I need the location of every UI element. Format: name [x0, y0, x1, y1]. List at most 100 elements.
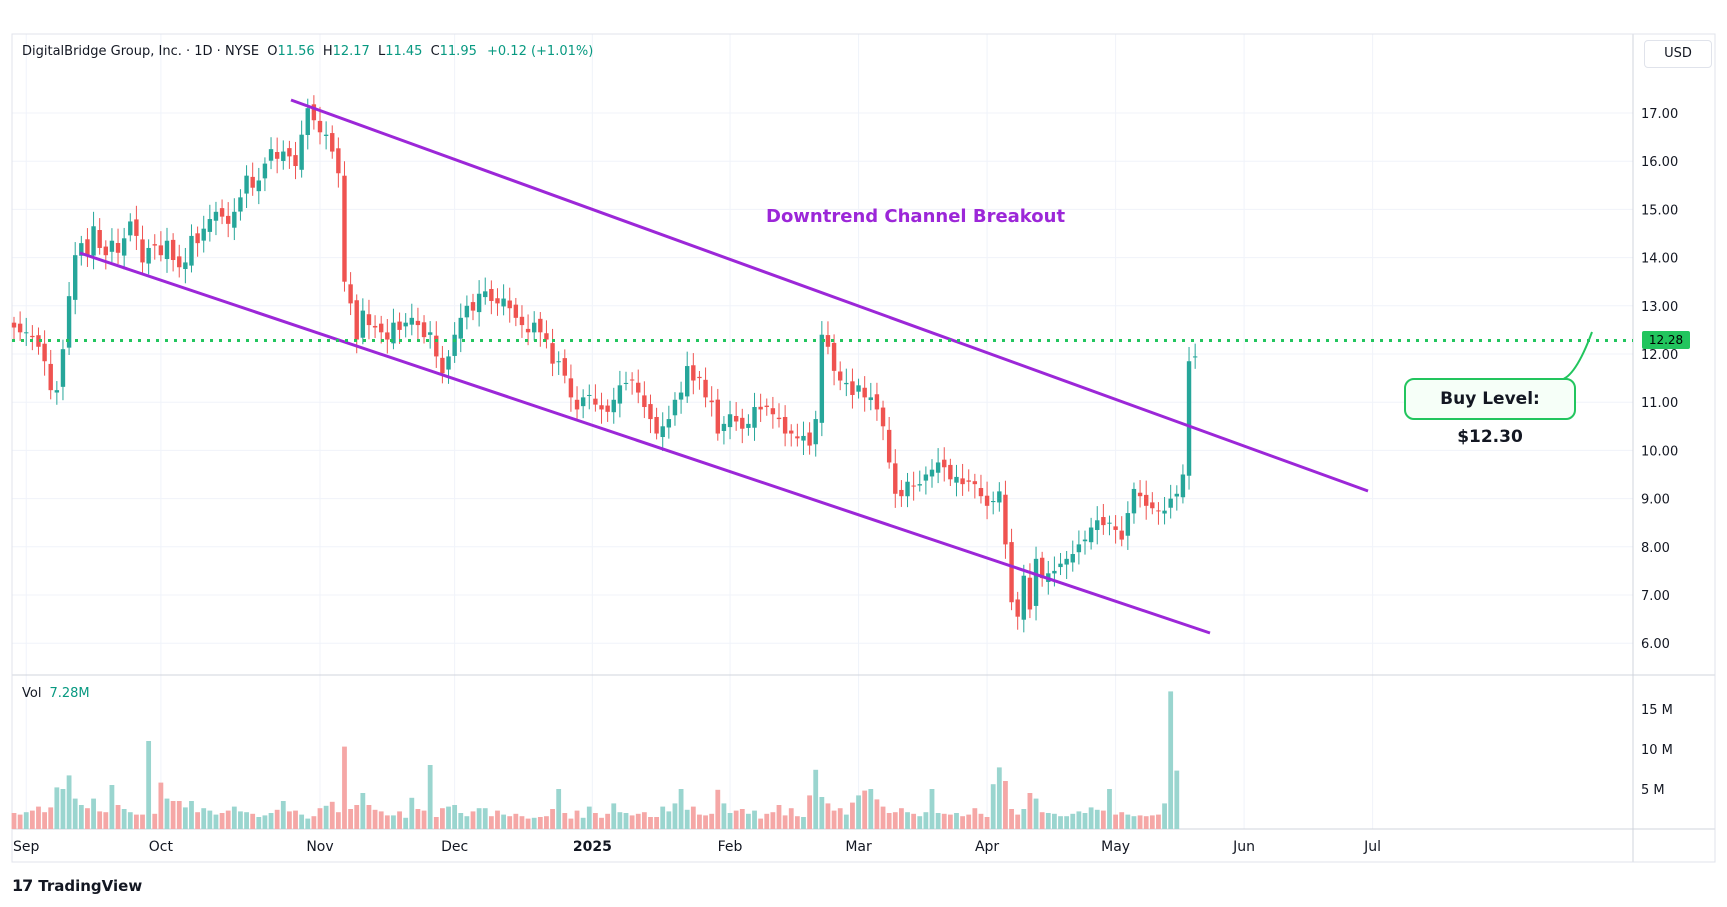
volume-bar [36, 806, 41, 829]
volume-bar [372, 809, 378, 829]
drawings[interactable] [12, 98, 1633, 635]
volume-bar [140, 814, 145, 829]
candle-body [838, 371, 843, 381]
legend-header: DigitalBridge Group, Inc. · 1D · NYSE O1… [22, 44, 593, 59]
currency-button[interactable]: USD [1644, 40, 1712, 68]
candle-body [819, 334, 825, 423]
candle-body [899, 489, 904, 497]
candle-body [605, 405, 610, 412]
low-label: L [377, 44, 386, 59]
buy-level-callout[interactable]: Buy Level: $12.30 [1404, 378, 1576, 447]
volume-bar [996, 767, 1002, 829]
candle-body [360, 310, 366, 338]
symbol-title[interactable]: DigitalBridge Group, Inc. · 1D · NYSE [22, 44, 260, 59]
candle-body [954, 476, 959, 483]
volume-bar [721, 803, 727, 829]
candle-body [11, 322, 17, 328]
price-tick-label: 7.00 [1641, 589, 1670, 604]
volume-bar [501, 814, 506, 829]
candle-body [587, 394, 592, 396]
candle-body [776, 417, 782, 420]
candle-body [550, 343, 555, 364]
volume-bar [1015, 814, 1021, 829]
candle-body [1009, 542, 1014, 603]
volume-bar [672, 803, 678, 829]
candle-body [287, 148, 292, 157]
price-tick-label: 8.00 [1641, 541, 1670, 556]
candle-body [17, 323, 23, 333]
candle-body [929, 469, 935, 477]
candle-body [1052, 570, 1057, 574]
volume-bar [825, 803, 831, 829]
candle-body [305, 108, 310, 136]
volume-bar [819, 797, 825, 829]
volume-bar [758, 818, 764, 829]
candle-body [250, 176, 255, 188]
candle-body [226, 215, 231, 224]
candle-body [434, 335, 439, 357]
candle-body [207, 219, 213, 232]
candle-body [446, 356, 451, 370]
candle-body [213, 211, 219, 221]
candle-body [678, 392, 684, 400]
volume-bar [1168, 691, 1174, 829]
volume-bar [850, 802, 855, 829]
candle-body [654, 416, 659, 434]
volume-bar [256, 817, 262, 829]
volume-bar [97, 811, 103, 829]
volume-bar [176, 801, 182, 829]
volume-bar [574, 810, 580, 829]
candle-body [1088, 527, 1094, 543]
candle-body [177, 256, 182, 268]
candle-body [1027, 577, 1033, 610]
volume-bar [788, 808, 794, 829]
volume-bar [899, 808, 904, 829]
candle-body [568, 378, 574, 398]
volume-value: 7.28M [49, 686, 90, 701]
volume-bar [801, 817, 806, 829]
candle-body [1101, 517, 1106, 526]
tradingview-brand[interactable]: 17 TradingView [12, 876, 142, 895]
candle-body [201, 228, 206, 241]
candle-body [244, 175, 249, 194]
volume-bar [60, 789, 66, 829]
volume-bar [403, 817, 409, 829]
candle-body [593, 398, 598, 405]
candle-body [599, 405, 604, 410]
volume-bar [134, 814, 139, 829]
volume-bar [1156, 814, 1161, 829]
annotation-title[interactable]: Downtrend Channel Breakout [766, 206, 1066, 227]
volume-bar [709, 813, 715, 829]
volume-bar [470, 811, 476, 829]
volume-bar [323, 805, 329, 829]
channel-upper-line [290, 98, 1369, 493]
volume-bar [72, 798, 78, 829]
price-tick-label: 9.00 [1641, 493, 1670, 508]
volume-bar [91, 798, 96, 829]
volume-bar [115, 805, 121, 829]
candle-body [1119, 530, 1124, 540]
volume-bar [238, 811, 243, 829]
volume-bar [580, 817, 586, 829]
volume-bar [1033, 798, 1039, 829]
candle-body [966, 480, 971, 482]
volume-bar [562, 813, 568, 829]
candle-body [538, 318, 543, 333]
candle-body [1186, 361, 1192, 476]
candle-body [978, 487, 984, 497]
axis-labels: 17.00 16.00 15.00 14.00 13.00 12.00 11.00 10.00… [13, 107, 1678, 855]
volume-bar [54, 787, 60, 829]
volume-bar [1143, 816, 1149, 829]
volume-bar [770, 812, 776, 829]
candle-body [54, 390, 60, 393]
price-tick-label: 6.00 [1641, 637, 1670, 652]
candle-body [532, 322, 537, 333]
candle-body [330, 133, 335, 152]
open-label: O [267, 44, 278, 59]
volume-bar [170, 801, 176, 829]
candle-body [923, 474, 929, 481]
time-tick-label: Feb [718, 839, 743, 855]
candle-body [556, 361, 561, 363]
candle-body [1131, 488, 1137, 514]
candle-body [354, 300, 359, 340]
